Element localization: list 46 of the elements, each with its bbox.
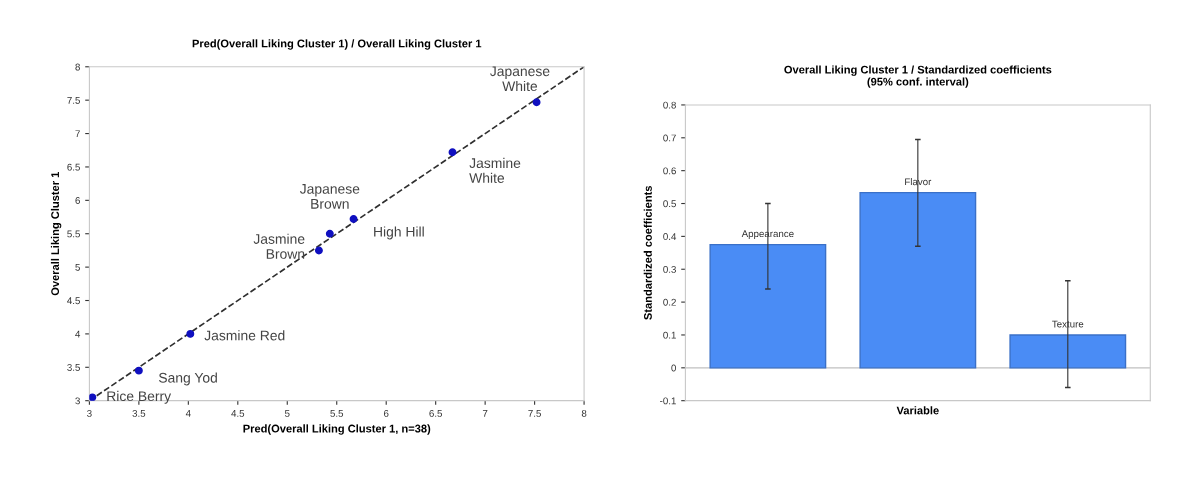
- y-tick-label: 0: [671, 364, 676, 372]
- y-tick-label: 3.5: [67, 364, 80, 371]
- y-tick-label: 6.5: [67, 163, 80, 171]
- annotation: Jasmine White: [469, 157, 521, 183]
- x-tick-label: 3: [87, 409, 92, 417]
- annotation: Sang Yod: [158, 372, 217, 386]
- x-tick-label: 6: [384, 409, 389, 417]
- x-tick-label: 6.5: [429, 409, 443, 417]
- x-tick-label: 4: [185, 410, 191, 417]
- y-tick-label: 0.1: [663, 331, 676, 339]
- x-tick-label: 8: [581, 409, 587, 417]
- y-tick-label: 0.6: [663, 167, 676, 175]
- chart-title: Pred(Overall Liking Cluster 1) / Overall Liking Cluster 1: [192, 39, 482, 50]
- y-tick-label: 5.5: [67, 230, 80, 238]
- y-tick-label: 0.5: [663, 200, 676, 208]
- y-axis-title: Overall Liking Cluster 1: [50, 171, 62, 296]
- y-tick-label: 0.4: [663, 233, 677, 240]
- y-tick-label: 7.5: [67, 97, 80, 104]
- y-tick-label: 3: [75, 397, 80, 405]
- x-tick-label: 5.5: [330, 410, 344, 417]
- y-tick-label: 5: [75, 263, 80, 271]
- y-tick-label: 7: [75, 130, 80, 138]
- x-tick-label: 4.5: [231, 410, 245, 417]
- y-tick-label: 4: [75, 330, 81, 338]
- annotation: High Hill: [374, 226, 424, 240]
- y-tick-label: 0.8: [663, 101, 676, 109]
- y-tick-label: 4.5: [67, 297, 80, 305]
- x-axis-title: Pred(Overall Liking Cluster 1, n=38): [243, 424, 431, 435]
- y-axis-title: Standardized coefficients: [643, 185, 652, 320]
- annotation: Jasmine Brown: [253, 233, 305, 259]
- annotation: Japanese White: [490, 66, 550, 92]
- chart-title: Overall Liking Cluster 1 / Standardized coefficients (95% conf. interval): [784, 65, 1052, 88]
- annotation: Rice Berry: [107, 390, 172, 404]
- annotation: Japanese Brown: [299, 184, 360, 209]
- x-tick-label: 7: [482, 410, 488, 417]
- x-tick-label: 7.5: [528, 410, 541, 417]
- x-tick-label: 3.5: [132, 409, 146, 417]
- x-tick-label: 5: [284, 410, 290, 417]
- x-axis-title: Variable: [896, 406, 939, 415]
- annotation: Jasmine Red: [204, 330, 285, 341]
- y-tick-label: 0.2: [663, 298, 676, 306]
- y-tick-label: 0.3: [663, 265, 676, 273]
- y-tick-label: 8: [75, 63, 80, 71]
- y-tick-label: 0.7: [663, 134, 676, 142]
- y-tick-label: -0.1: [660, 397, 676, 405]
- y-tick-label: 6: [75, 197, 80, 204]
